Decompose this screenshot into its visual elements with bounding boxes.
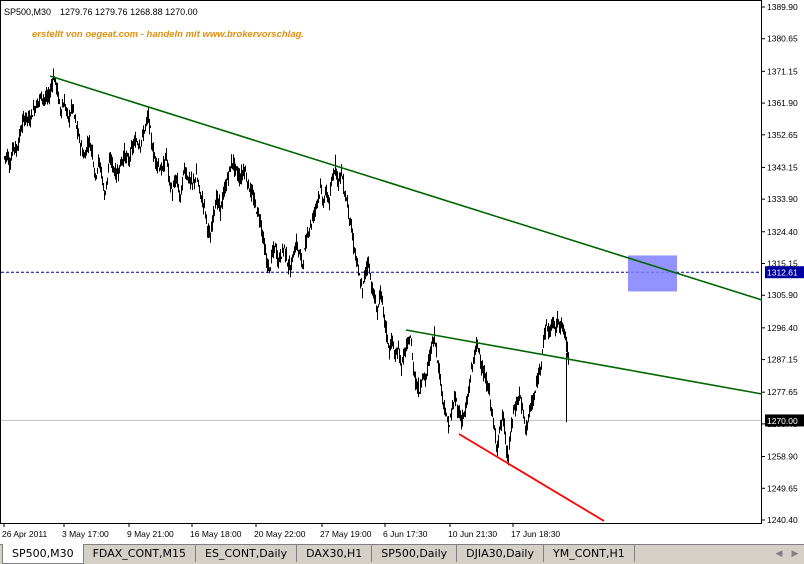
y-tick-label: 1361.90: [767, 98, 798, 108]
tab-scroll-left-icon[interactable]: ◀: [775, 549, 783, 559]
chart-tab[interactable]: SP500,Daily: [372, 545, 458, 562]
x-tick-label: 9 May 21:00: [127, 529, 174, 539]
last-price-label-text: 1270.00: [767, 416, 798, 426]
x-tick-label: 26 Apr 2011: [2, 529, 47, 539]
x-tick-label: 17 Jun 18:30: [511, 529, 560, 539]
chart-tab[interactable]: DJIA30,Daily: [457, 545, 544, 562]
chart-tab[interactable]: YM_CONT,H1: [544, 545, 635, 562]
chart-tab[interactable]: SP500,M30: [2, 544, 84, 564]
y-tick-label: 1258.90: [767, 452, 798, 462]
chart-tab-bar: SP500,M30 FDAX_CONT,M15 ES_CONT,Daily DAX30…: [0, 544, 804, 564]
y-tick-label: 1380.65: [767, 34, 798, 44]
y-tick-label: 1296.40: [767, 323, 798, 333]
y-tick-label: 1324.40: [767, 227, 798, 237]
y-tick-label: 1315.15: [767, 259, 798, 269]
watermark-text: erstellt von oegeat.com - handeln mit ww…: [32, 29, 304, 40]
x-tick-label: 27 May 19:00: [320, 529, 372, 539]
highlight-box: [628, 255, 677, 292]
symbol-label: SP500,M30: [4, 7, 51, 17]
trendlines: [49, 75, 763, 522]
y-tick-label: 1371.15: [767, 66, 798, 76]
y-tick-label: 1240.40: [767, 515, 798, 525]
price-gridlines: [1, 271, 761, 421]
lower-trendline: [405, 329, 763, 395]
y-tick-label: 1249.65: [767, 483, 798, 493]
ohlc-readout: 1279.76 1279.76 1268.88 1270.00: [60, 7, 198, 17]
chart-tabs: SP500,M30 FDAX_CONT,M15 ES_CONT,Daily DAX30…: [2, 544, 635, 564]
x-axis: 26 Apr 2011 3 May 17:00 9 May 21:00 16 May …: [2, 523, 560, 539]
level-label-text: 1312.61: [767, 268, 798, 278]
candlestick-series: [4, 68, 569, 466]
y-tick-label: 1389.90: [767, 2, 798, 12]
chart-tab[interactable]: ES_CONT,Daily: [196, 545, 298, 562]
y-tick-label: 1287.15: [767, 355, 798, 365]
y-tick-label: 1352.65: [767, 130, 798, 140]
last-price-label-box: [765, 414, 804, 427]
upper-trendline: [49, 75, 763, 301]
support-line: [458, 433, 605, 522]
y-tick-label: 1343.15: [767, 162, 798, 172]
x-tick-label: 16 May 18:00: [190, 529, 242, 539]
chart-window[interactable]: SP500,M30 1279.76 1279.76 1268.88 1270.0…: [0, 0, 804, 544]
price-chart[interactable]: SP500,M30 1279.76 1279.76 1268.88 1270.0…: [0, 0, 804, 544]
y-tick-label: 1305.90: [767, 290, 798, 300]
y-axis: 1389.90 1380.65 1371.15 1361.90 1352.65 1343.…: [761, 2, 798, 525]
x-tick-label: 6 Jun 17:30: [383, 529, 428, 539]
x-tick-label: 3 May 17:00: [62, 529, 109, 539]
price-labels: 1312.61 1270.00: [765, 266, 804, 427]
level-label-box: [765, 266, 804, 279]
x-tick-label: 10 Jun 21:30: [448, 529, 497, 539]
x-tick-label: 20 May 22:00: [254, 529, 306, 539]
chart-tab[interactable]: DAX30,H1: [297, 545, 373, 562]
tab-scroll-right-icon[interactable]: ▶: [791, 549, 799, 559]
chart-tab[interactable]: FDAX_CONT,M15: [84, 545, 197, 562]
y-tick-label: 1333.90: [767, 194, 798, 204]
y-tick-label: 1277.65: [767, 387, 798, 397]
